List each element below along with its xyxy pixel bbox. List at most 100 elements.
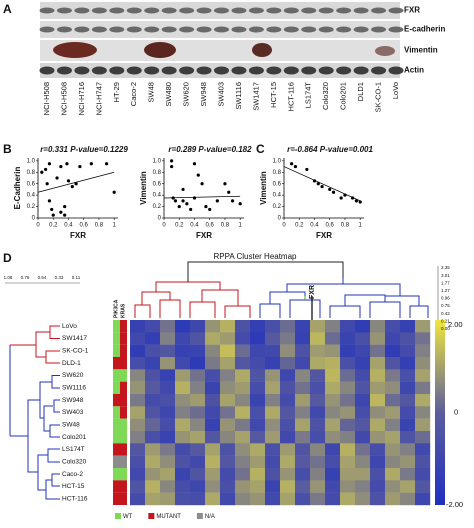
heatmap-cell: [310, 332, 326, 345]
blot-band: [283, 7, 299, 14]
heatmap-cell: [325, 357, 341, 370]
blot-band: [179, 7, 195, 14]
heatmap-cell: [175, 443, 191, 456]
heatmap-cell: [310, 357, 326, 370]
heatmap-cell: [310, 394, 326, 407]
heatmap-cell: [265, 492, 281, 506]
heatmap-cell: [160, 455, 176, 469]
heatmap-cell: [310, 406, 326, 419]
heatmap-cell: [175, 455, 191, 469]
heatmap-cell: [280, 455, 296, 469]
heatmap-cell: [190, 418, 206, 432]
kras-status: [120, 344, 127, 357]
heatmap-cell: [355, 480, 371, 493]
kras-status: [120, 443, 127, 456]
row-label: HCT-116: [62, 496, 88, 503]
heatmap-cell: [205, 357, 221, 370]
heatmap-cell: [325, 381, 341, 395]
heatmap-cell: [265, 418, 281, 432]
heatmap-cell: [160, 320, 176, 333]
heatmap-cell: [130, 443, 146, 456]
heatmap-cell: [130, 344, 146, 358]
heatmap-cell: [385, 320, 401, 333]
colorbar: [435, 320, 445, 505]
panel-label: C: [256, 142, 265, 156]
heatmap-cell: [385, 394, 401, 407]
heatmap-cell: [400, 381, 416, 395]
heatmap-cell: [340, 480, 356, 493]
point: [339, 196, 343, 200]
heatmap-cell: [400, 320, 416, 333]
heatmap-cell: [295, 418, 311, 432]
heatmap-cell: [145, 320, 161, 333]
heatmap-cell: [310, 320, 326, 333]
row-label: Colo320: [62, 459, 87, 466]
blot-band: [231, 7, 247, 14]
kras-status: [120, 369, 127, 382]
heatmap-cell: [340, 468, 356, 481]
blot-band: [371, 7, 387, 14]
point: [66, 179, 71, 183]
heatmap-cell: [190, 344, 206, 358]
scale-label: 3.01: [441, 273, 450, 278]
blot-band: [318, 7, 334, 14]
point: [181, 199, 185, 203]
colorbar-label: 0: [454, 407, 458, 416]
y-tick-label: 0: [278, 216, 282, 222]
pik3ca-status: [113, 320, 120, 333]
heatmap-cell: [385, 455, 401, 469]
cell-line-label: HCT-15: [269, 82, 278, 108]
scale-label: 0.42: [441, 311, 450, 316]
heatmap-cell: [205, 443, 221, 456]
heatmap-cell: [220, 394, 236, 407]
blot-band: [336, 7, 352, 14]
legend-swatch: [196, 513, 203, 519]
heatmap-cell: [280, 357, 296, 370]
blot-band: [91, 26, 107, 33]
cell-line-label: SW403: [216, 82, 225, 107]
heatmap-cell: [265, 332, 281, 345]
kras-status: [120, 320, 127, 333]
heatmap-cell: [130, 381, 146, 395]
scale-label: 0.75: [441, 303, 450, 308]
x-tick-label: 0.2: [49, 223, 58, 229]
y-tick-label: 0.6: [153, 181, 162, 187]
heatmap-cell: [280, 332, 296, 345]
kras-status: [120, 357, 127, 370]
blot-band: [161, 66, 177, 75]
heatmap-cell: [160, 406, 176, 419]
row-label: LS174T: [62, 446, 85, 453]
heatmap-cell: [295, 468, 311, 481]
point: [170, 164, 174, 169]
heatmap-cell: [235, 344, 251, 358]
heatmap-cell: [250, 406, 266, 419]
heatmap-cell: [355, 492, 371, 506]
y-tick-label: 0.6: [273, 181, 282, 187]
point: [59, 164, 63, 169]
scale-label: 0.00: [441, 326, 450, 331]
x-tick-label: 0.6: [206, 223, 215, 229]
heatmap-cell: [280, 406, 296, 419]
heatmap-cell: [385, 492, 401, 506]
heatmap-cell: [355, 357, 371, 370]
heatmap-cell: [130, 332, 146, 345]
legend-label: N/A: [205, 514, 215, 520]
heatmap-cell: [220, 320, 236, 333]
heatmap-cell: [355, 455, 371, 469]
heatmap-cell: [370, 344, 386, 358]
mutation-header: PIK3CA: [113, 299, 119, 318]
heatmap-cell: [160, 394, 176, 407]
heatmap-cell: [205, 468, 221, 481]
blot-band: [336, 26, 352, 33]
cell-line-label: Caco-2: [129, 82, 138, 106]
point: [200, 182, 204, 186]
y-tick-label: 0: [32, 216, 36, 222]
blot-band: [231, 26, 247, 33]
blot-band: [353, 26, 369, 33]
heatmap-cell: [340, 492, 356, 506]
content: A FXR E-cadherin Vimentin Actin NCI-H508 NCI-H…: [3, 2, 463, 520]
x-tick-label: 0.8: [341, 223, 350, 229]
heatmap-cell: [205, 431, 221, 444]
heatmap-cell: [280, 431, 296, 444]
heatmap-cell: [325, 344, 341, 358]
